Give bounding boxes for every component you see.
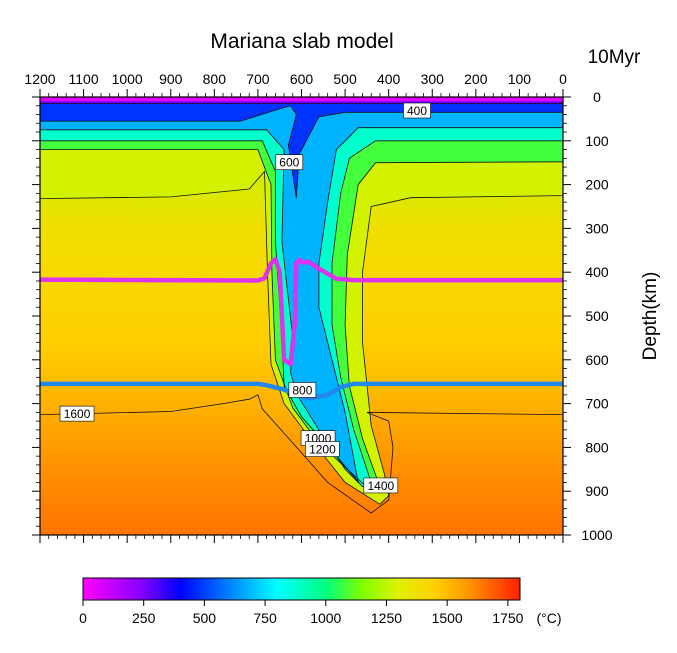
x-tick-label: 600 <box>290 71 314 87</box>
contour-label-1400: 1400 <box>367 479 394 493</box>
colorbar-tick-label: 750 <box>253 610 277 626</box>
y-tick-label: 400 <box>585 264 609 280</box>
contour-label-box <box>288 382 317 398</box>
x-tick-label: 900 <box>159 71 183 87</box>
x-tick-label: 400 <box>377 71 401 87</box>
colorbar-tick-label: 1250 <box>371 610 402 626</box>
colorbar-tick-label: 1500 <box>432 610 463 626</box>
isotherm-1600 <box>40 394 563 514</box>
x-axis: 1200 1100 1000 900 800 700 600 500 400 300 200 100 0 <box>24 71 567 543</box>
colorbar-tick-label: 1000 <box>310 610 341 626</box>
isotherm-800 <box>40 127 563 484</box>
isotherm-1400 <box>40 170 563 505</box>
colorbar-tick-label: 500 <box>193 610 217 626</box>
colorbar-tick-label: 250 <box>132 610 156 626</box>
y-axis-label: Depth(km) <box>640 272 661 361</box>
temperature-bands <box>40 97 563 505</box>
contour-label-1200: 1200 <box>309 443 336 457</box>
y-tick-label: 200 <box>585 177 609 193</box>
temperature-band <box>40 97 563 198</box>
chart-title: Mariana slab model <box>210 30 393 53</box>
contour-label-box <box>363 477 399 494</box>
contour-label-box <box>305 441 340 457</box>
colorbar-unit-label: (°C) <box>536 610 561 626</box>
contour-label-box <box>403 102 431 119</box>
phase-boundary-410 <box>40 256 563 367</box>
y-axis: 0 100 200 300 400 500 600 700 800 900 1000 <box>32 89 613 543</box>
x-tick-label: 1200 <box>24 71 55 87</box>
y-tick-label: 0 <box>593 89 601 105</box>
contour-label-box <box>59 405 95 422</box>
colorbar-tick-label: 0 <box>79 610 87 626</box>
temperature-band <box>40 97 563 483</box>
x-tick-label: 700 <box>246 71 270 87</box>
colorbar: 0 250 500 750 1000 1250 1500 1750 (°C) <box>79 577 562 626</box>
isotherm-600 <box>40 105 563 198</box>
colorbar-gradient <box>82 577 521 601</box>
contour-label-1600: 1600 <box>64 407 91 421</box>
y-tick-label: 300 <box>585 220 609 236</box>
y-tick-label: 800 <box>585 439 609 455</box>
y-tick-label: 900 <box>585 483 609 499</box>
x-tick-label: 300 <box>421 71 445 87</box>
y-tick-label: 600 <box>585 352 609 368</box>
contour-label-600: 600 <box>279 156 299 170</box>
y-tick-label: 1000 <box>581 527 612 543</box>
x-tick-label: 800 <box>203 71 227 87</box>
contour-label-400: 400 <box>407 104 427 118</box>
x-tick-label: 1000 <box>112 71 143 87</box>
x-tick-label: 500 <box>333 71 357 87</box>
y-tick-label: 500 <box>585 308 609 324</box>
time-label: 10Myr <box>588 47 641 68</box>
colorbar-ticks: 0 250 500 750 1000 1250 1500 1750 <box>79 600 524 626</box>
x-tick-label: 1100 <box>69 71 99 87</box>
y-tick-label: 700 <box>585 396 609 412</box>
y-tick-label: 100 <box>585 133 609 149</box>
x-tick-label: 0 <box>559 71 567 87</box>
contour-label-box <box>275 154 304 170</box>
x-tick-label: 100 <box>508 71 532 87</box>
colorbar-tick-label: 1750 <box>492 610 523 626</box>
surface-cold-layer <box>40 97 563 102</box>
x-tick-label: 200 <box>464 71 488 87</box>
contour-label-800: 800 <box>292 383 312 397</box>
